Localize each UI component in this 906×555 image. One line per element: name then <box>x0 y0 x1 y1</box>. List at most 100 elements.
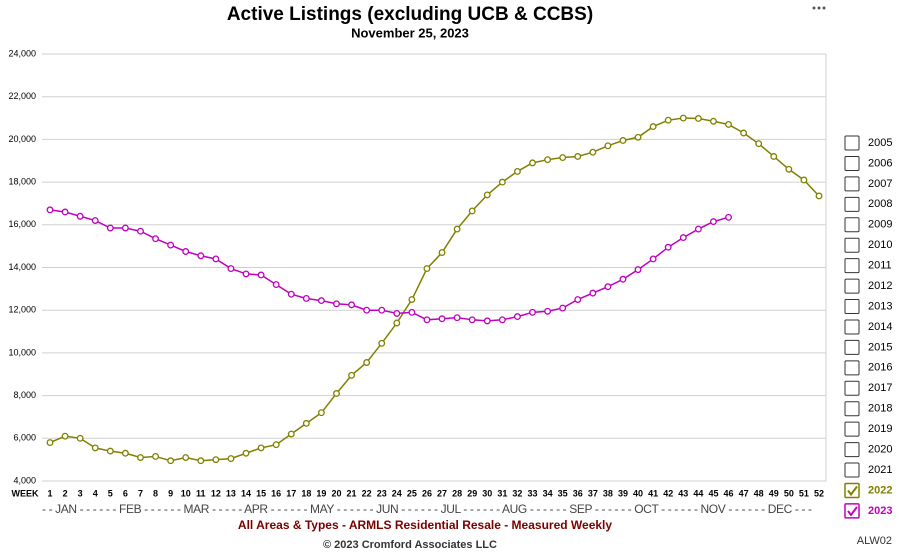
legend-label[interactable]: 2022 <box>868 484 892 496</box>
marker <box>272 441 280 449</box>
legend-label[interactable]: 2023 <box>868 505 892 517</box>
marker <box>468 207 476 215</box>
marker <box>634 266 642 274</box>
marker <box>197 457 205 465</box>
marker <box>649 255 657 263</box>
marker <box>61 432 69 440</box>
x-tick-label: 2 <box>63 488 68 498</box>
legend-checkbox[interactable] <box>844 135 860 151</box>
legend-checkbox[interactable] <box>844 196 860 212</box>
x-tick-label: 24 <box>392 488 402 498</box>
y-tick-label: 20,000 <box>8 134 36 144</box>
x-tick-label: 40 <box>633 488 643 498</box>
legend-label[interactable]: 2005 <box>868 137 892 149</box>
legend-checkbox[interactable] <box>844 319 860 335</box>
y-tick-label: 6,000 <box>13 433 36 443</box>
x-tick-label: 22 <box>362 488 372 498</box>
marker <box>483 191 491 199</box>
marker <box>725 213 732 221</box>
x-tick-label: 28 <box>452 488 462 498</box>
legend-checkbox[interactable] <box>844 278 860 294</box>
marker <box>453 314 461 322</box>
legend-label[interactable]: 2007 <box>868 178 892 190</box>
marker <box>242 270 250 278</box>
legend-checkbox[interactable] <box>844 258 860 274</box>
legend-checkbox[interactable] <box>844 442 860 458</box>
x-tick-label: 52 <box>814 488 824 498</box>
marker <box>227 265 235 273</box>
legend-checkbox[interactable] <box>844 503 860 519</box>
x-tick-label: 49 <box>769 488 779 498</box>
marker <box>363 306 371 314</box>
legend-checkbox[interactable] <box>844 421 860 437</box>
x-tick-label: 45 <box>708 488 718 498</box>
marker <box>378 306 386 314</box>
marker <box>604 142 612 150</box>
x-axis-label: WEEK <box>12 488 40 498</box>
y-tick-label: 12,000 <box>8 305 36 315</box>
legend-label[interactable]: 2017 <box>868 382 892 394</box>
x-tick-label: 17 <box>286 488 296 498</box>
legend-label[interactable]: 2012 <box>868 280 892 292</box>
legend-checkbox[interactable] <box>844 360 860 376</box>
marker <box>212 255 220 263</box>
marker <box>740 129 748 137</box>
marker <box>438 249 446 257</box>
marker <box>302 295 310 302</box>
legend-checkbox[interactable] <box>844 299 860 315</box>
y-tick-label: 22,000 <box>8 91 36 101</box>
marker <box>46 206 54 214</box>
legend-label[interactable]: 2010 <box>868 239 892 251</box>
x-tick-label: 18 <box>301 488 311 498</box>
legend-label[interactable]: 2021 <box>868 464 892 476</box>
x-tick-label: 30 <box>482 488 492 498</box>
x-tick-label: 13 <box>226 488 236 498</box>
x-tick-label: 14 <box>241 488 251 498</box>
caption: All Areas & Types - ARMLS Residential Re… <box>238 518 612 532</box>
legend-checkbox[interactable] <box>844 462 860 478</box>
legend-checkbox[interactable] <box>844 401 860 417</box>
x-tick-label: 11 <box>196 488 206 498</box>
legend-checkbox[interactable] <box>844 217 860 233</box>
marker <box>574 296 582 303</box>
x-tick-label: 31 <box>497 488 507 498</box>
marker <box>559 304 567 312</box>
marker <box>317 297 325 305</box>
legend-checkbox[interactable] <box>844 482 860 499</box>
legend-label[interactable]: 2013 <box>868 300 892 312</box>
marker <box>815 192 823 200</box>
x-tick-label: 19 <box>316 488 326 498</box>
legend-label[interactable]: 2019 <box>868 423 892 435</box>
marker <box>121 224 129 232</box>
legend-label[interactable]: 2009 <box>868 219 892 231</box>
legend-checkbox[interactable] <box>844 339 860 355</box>
legend-label[interactable]: 2020 <box>868 444 892 456</box>
marker <box>498 316 506 324</box>
legend-label[interactable]: 2015 <box>868 341 892 353</box>
legend-label[interactable]: 2014 <box>868 321 892 333</box>
legend-checkbox[interactable] <box>844 380 860 396</box>
chart-id: ALW02 <box>857 535 892 547</box>
marker <box>468 316 476 324</box>
x-tick-label: 39 <box>618 488 628 498</box>
marker <box>257 444 265 452</box>
marker <box>679 234 687 242</box>
legend-checkbox[interactable] <box>844 176 860 192</box>
legend-label[interactable]: 2011 <box>868 260 892 272</box>
legend-label[interactable]: 2008 <box>868 198 892 210</box>
legend-label[interactable]: 2006 <box>868 157 892 169</box>
marker <box>544 307 552 315</box>
marker <box>559 154 567 161</box>
legend-checkbox[interactable] <box>844 237 860 253</box>
legend-label[interactable]: 2018 <box>868 403 892 415</box>
legend-checkbox[interactable] <box>844 155 860 171</box>
x-tick-label: 26 <box>422 488 432 498</box>
marker <box>679 114 687 122</box>
legend-label[interactable]: 2016 <box>868 362 892 374</box>
x-tick-label: 10 <box>181 488 191 498</box>
menu-icon[interactable] <box>812 6 826 10</box>
marker <box>167 457 175 465</box>
x-tick-label: 37 <box>588 488 598 498</box>
marker <box>378 339 386 347</box>
x-tick-label: 8 <box>153 488 158 498</box>
